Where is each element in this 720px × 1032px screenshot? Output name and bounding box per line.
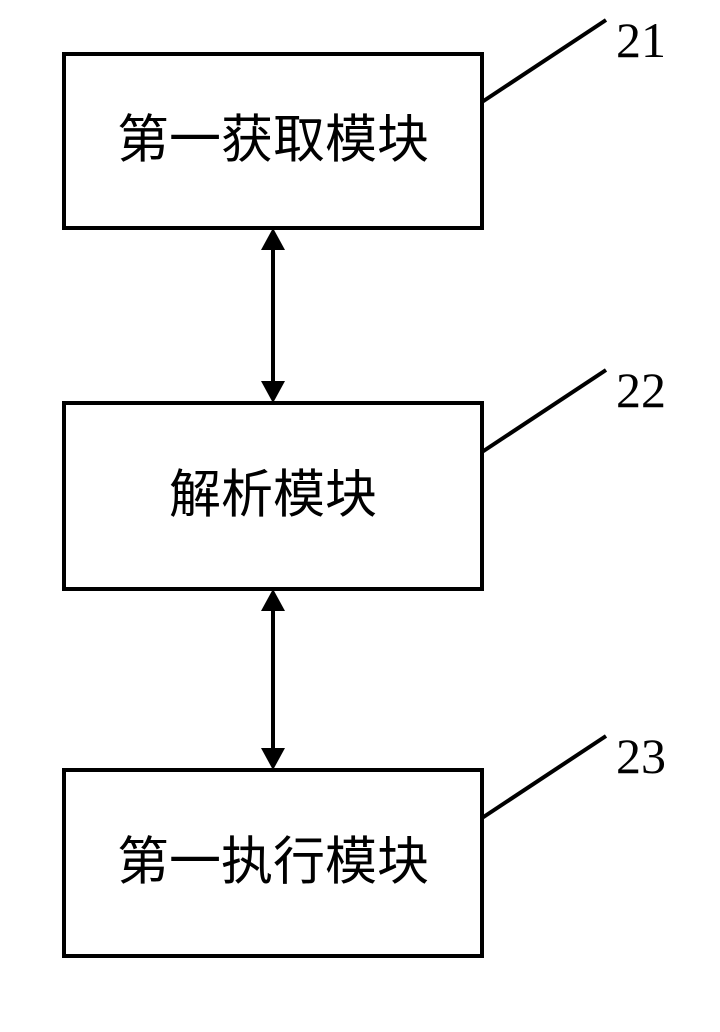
leader-label-21: 21 bbox=[616, 12, 666, 68]
box-1-label: 第一获取模块 bbox=[117, 113, 429, 170]
box-1: 第一获取模块 bbox=[64, 54, 482, 228]
box-3: 第一执行模块 bbox=[64, 770, 482, 956]
leader-label-22: 22 bbox=[616, 362, 666, 418]
leader-label-23: 23 bbox=[616, 728, 666, 784]
box-2-label: 解析模块 bbox=[169, 468, 377, 525]
box-2: 解析模块 bbox=[64, 403, 482, 589]
box-3-label: 第一执行模块 bbox=[117, 835, 429, 892]
